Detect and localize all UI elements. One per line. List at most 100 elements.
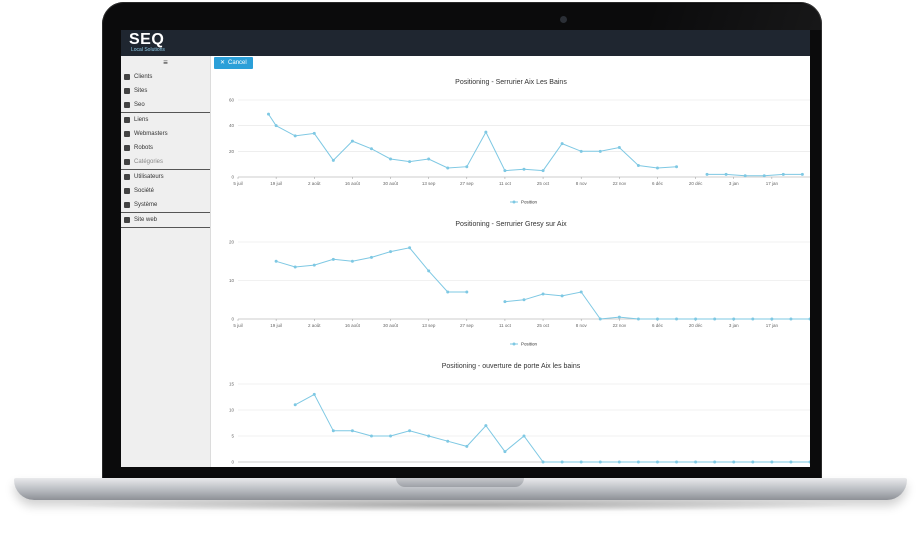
data-point bbox=[560, 460, 564, 464]
data-point bbox=[655, 166, 659, 170]
sidebar-item-label: Société bbox=[134, 188, 155, 194]
data-point bbox=[713, 460, 717, 464]
link-icon bbox=[124, 117, 130, 123]
x-tick-label: 16 août bbox=[345, 323, 361, 328]
data-point bbox=[560, 142, 564, 146]
data-point bbox=[484, 424, 488, 428]
x-tick-label: 3 jan bbox=[729, 181, 739, 186]
sidebar-item-syst-me[interactable]: Système bbox=[121, 198, 210, 212]
sidebar-item-label: Site web bbox=[134, 217, 158, 223]
x-tick-label: 2 août bbox=[308, 323, 321, 328]
y-tick-label: 15 bbox=[229, 382, 235, 387]
sidebar-item-seo[interactable]: Seo bbox=[121, 98, 210, 112]
globe-icon bbox=[124, 88, 130, 94]
data-point bbox=[541, 292, 545, 296]
data-point bbox=[408, 429, 412, 433]
x-tick-label: 13 sep bbox=[422, 181, 436, 186]
series-line bbox=[504, 291, 810, 320]
data-point bbox=[789, 460, 793, 464]
sidebar-item-label: Catégories bbox=[134, 159, 164, 165]
sidebar-item-cat-gories[interactable]: Catégories bbox=[121, 155, 210, 169]
sidebar-item-webmasters[interactable]: Webmasters bbox=[121, 127, 210, 141]
sidebar-item-label: Sites bbox=[134, 88, 148, 94]
cancel-button[interactable]: ✕ Cancel bbox=[214, 57, 253, 69]
data-point bbox=[369, 147, 373, 151]
sidebar-item-utilisateurs[interactable]: Utilisateurs bbox=[121, 169, 210, 184]
data-point bbox=[713, 317, 717, 321]
data-point bbox=[350, 139, 354, 143]
x-tick-label: 16 août bbox=[345, 181, 361, 186]
sidebar-item-site-web[interactable]: Site web bbox=[121, 212, 210, 228]
data-point bbox=[389, 157, 393, 161]
chart-positioning-2: 0 10 20 5 juil 19 juil 2 août 16 août 30 août 13… bbox=[229, 240, 810, 347]
cogs-icon bbox=[124, 131, 130, 137]
chart-title: Positioning - ouverture de porte Aix les… bbox=[441, 363, 581, 370]
data-point bbox=[331, 257, 335, 261]
data-point bbox=[389, 250, 393, 254]
data-point bbox=[503, 169, 507, 173]
data-point bbox=[522, 434, 526, 438]
data-point bbox=[579, 460, 583, 464]
data-point bbox=[312, 131, 316, 135]
y-tick-label: 10 bbox=[229, 408, 235, 413]
data-point bbox=[427, 434, 431, 438]
x-tick-label: 8 nov bbox=[576, 323, 588, 328]
logo[interactable]: SEQ bbox=[129, 31, 165, 48]
y-tick-label: 20 bbox=[229, 240, 235, 245]
x-tick-label: 3 jan bbox=[729, 323, 739, 328]
data-point bbox=[350, 259, 354, 263]
logo-subtitle: Local Solutions bbox=[131, 47, 165, 53]
data-point bbox=[743, 174, 747, 178]
data-point bbox=[617, 145, 621, 149]
data-point bbox=[446, 439, 450, 443]
chart-title: Positioning - Serrurier Gresy sur Aix bbox=[455, 221, 567, 228]
x-tick-label: 20 déc bbox=[689, 323, 703, 328]
data-point bbox=[369, 255, 373, 259]
users-icon bbox=[124, 174, 130, 180]
data-point bbox=[770, 317, 774, 321]
data-point bbox=[408, 160, 412, 164]
data-point bbox=[751, 460, 755, 464]
legend-marker bbox=[512, 342, 516, 346]
data-point bbox=[636, 317, 640, 321]
data-point bbox=[293, 134, 297, 138]
folder-icon bbox=[124, 159, 130, 165]
data-point bbox=[808, 460, 810, 464]
x-tick-label: 25 oct bbox=[537, 323, 550, 328]
data-point bbox=[446, 290, 450, 294]
data-point bbox=[694, 460, 698, 464]
sidebar-item-liens[interactable]: Liens bbox=[121, 112, 210, 127]
x-tick-label: 13 sep bbox=[422, 323, 436, 328]
data-point bbox=[503, 300, 507, 304]
data-point bbox=[522, 167, 526, 171]
top-bar: SEQ Local Solutions bbox=[121, 30, 810, 56]
cogs-icon bbox=[124, 102, 130, 108]
x-tick-label: 20 déc bbox=[689, 181, 703, 186]
sidebar-item-sites[interactable]: Sites bbox=[121, 84, 210, 98]
x-tick-label: 22 nov bbox=[613, 181, 627, 186]
data-point bbox=[427, 269, 431, 273]
data-point bbox=[762, 174, 766, 178]
data-point bbox=[675, 460, 679, 464]
menu-toggle-icon[interactable]: ≡ bbox=[163, 58, 168, 67]
data-point bbox=[465, 290, 469, 294]
data-point bbox=[274, 259, 278, 263]
data-point bbox=[408, 246, 412, 250]
data-point bbox=[484, 130, 488, 134]
globe-icon bbox=[124, 217, 130, 223]
data-point bbox=[598, 460, 602, 464]
sidebar-item-robots[interactable]: Robots bbox=[121, 141, 210, 155]
x-tick-label: 25 oct bbox=[537, 181, 550, 186]
x-tick-label: 30 août bbox=[383, 323, 399, 328]
sidebar-item-label: Utilisateurs bbox=[134, 174, 164, 180]
data-point bbox=[293, 265, 297, 269]
laptop-notch bbox=[396, 478, 524, 487]
data-point bbox=[770, 460, 774, 464]
x-tick-label: 6 déc bbox=[652, 181, 664, 186]
y-tick-label: 0 bbox=[231, 460, 234, 465]
sidebar-item-clients[interactable]: Clients bbox=[121, 70, 210, 84]
main-content: ✕ Cancel Positioning - Serrurier Aix Les … bbox=[211, 56, 810, 467]
sidebar-item-soci-t-[interactable]: Société bbox=[121, 184, 210, 198]
data-point bbox=[655, 317, 659, 321]
data-point bbox=[503, 450, 507, 454]
